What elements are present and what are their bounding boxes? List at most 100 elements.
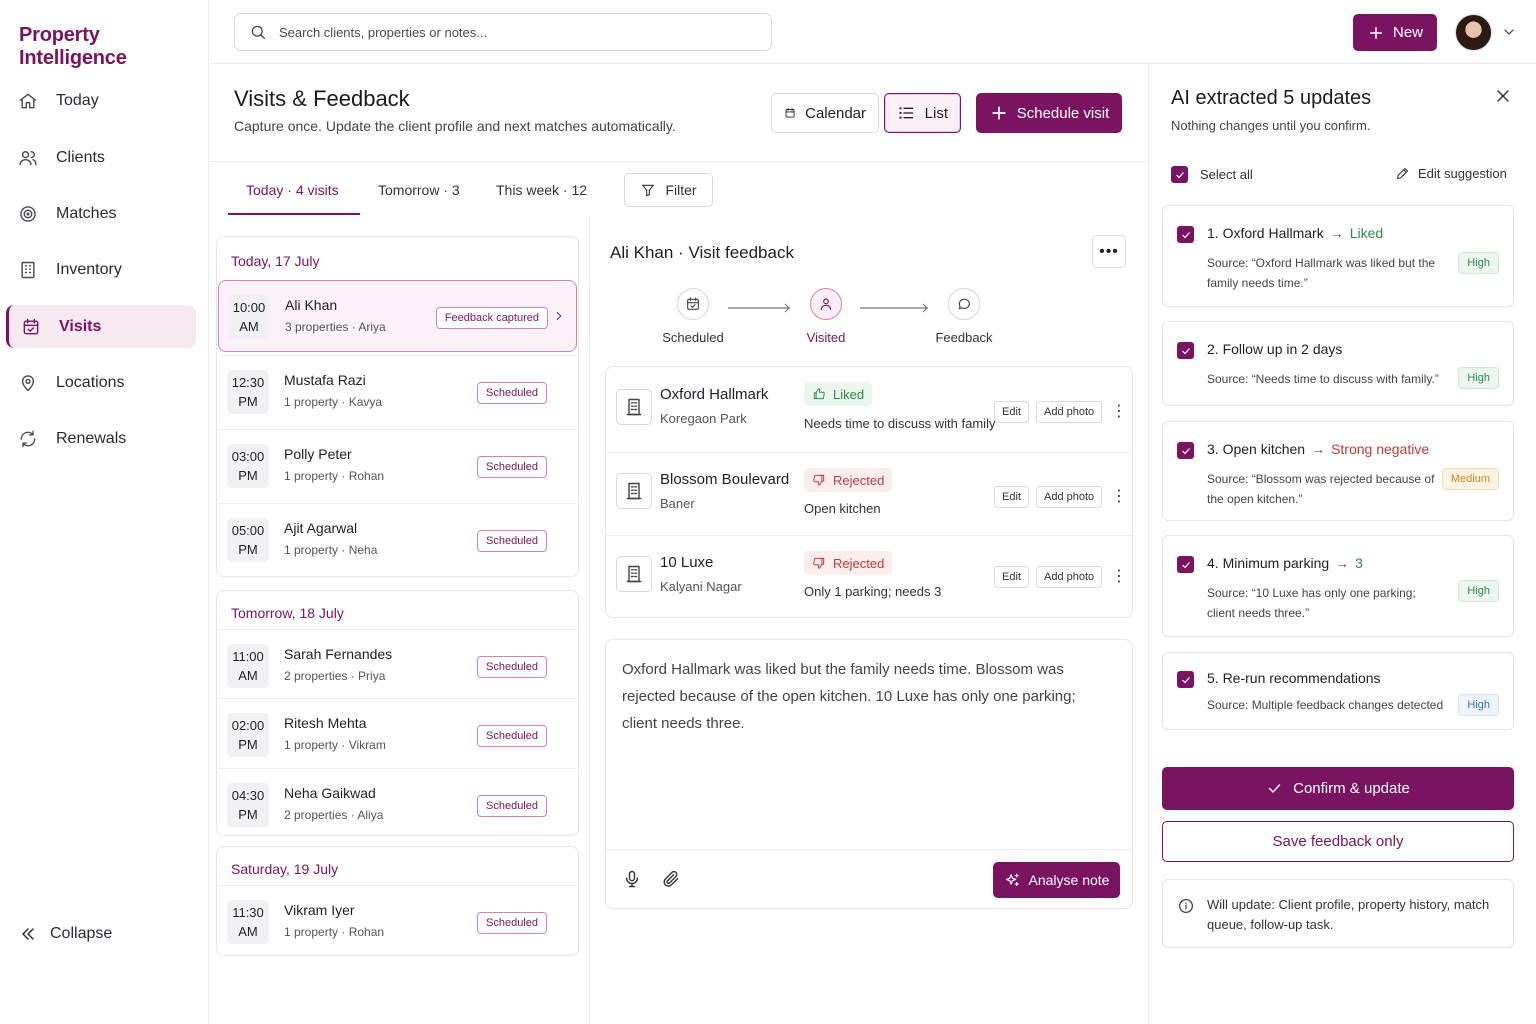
property-row: Blossom Boulevard Baner Rejected Open ki… <box>606 452 1132 535</box>
select-all-checkbox[interactable]: Select all <box>1171 166 1253 183</box>
save-feedback-only-button[interactable]: Save feedback only <box>1162 821 1514 862</box>
brand-logo[interactable]: Property Intelligence <box>19 24 127 69</box>
visit-group-tomorrow: Tomorrow, 18 July 11:00 AM Sarah Fernande… <box>216 590 579 836</box>
ai-updates-panel: AI extracted 5 updates Nothing changes u… <box>1148 64 1536 1024</box>
tab-today[interactable]: Today · 4 visits <box>246 182 339 198</box>
edit-button[interactable]: Edit <box>994 566 1029 588</box>
update-checkbox[interactable] <box>1177 556 1194 573</box>
calendar-view-button[interactable]: Calendar <box>771 93 879 133</box>
add-photo-button[interactable]: Add photo <box>1036 401 1103 423</box>
building-icon <box>616 389 652 425</box>
message-icon <box>958 298 970 310</box>
edit-suggestion-button[interactable]: Edit suggestion <box>1395 166 1507 181</box>
nav-item-matches[interactable]: Matches <box>6 192 196 235</box>
tab-tomorrow[interactable]: Tomorrow · 3 <box>378 182 460 198</box>
close-icon[interactable] <box>1493 86 1513 106</box>
update-title: 5. Re-run recommendations <box>1207 670 1381 686</box>
visit-row[interactable]: 04:30 PM Neha Gaikwad 2 properties · Aliy… <box>218 768 577 840</box>
panel-subtitle: Nothing changes until you confirm. <box>1171 118 1371 133</box>
collapse-button[interactable]: Collapse <box>18 924 112 944</box>
nav-item-locations[interactable]: Locations <box>6 361 196 404</box>
step-label: Feedback <box>935 330 993 345</box>
update-title: 1. Oxford Hallmark → Liked <box>1207 225 1384 241</box>
building-icon <box>616 556 652 592</box>
property-row: Oxford Hallmark Koregaon Park Liked Need… <box>606 367 1132 450</box>
chevron-down-icon[interactable] <box>1501 24 1517 40</box>
row-menu-icon[interactable]: ⋮ <box>1111 488 1127 505</box>
nav-item-inventory[interactable]: Inventory <box>6 248 196 291</box>
visit-row[interactable]: 05:00 PM Ajit Agarwal 1 property · Neha S… <box>218 503 577 575</box>
update-card: 1. Oxford Hallmark → Liked Source: “Oxford… <box>1162 205 1514 307</box>
update-checkbox[interactable] <box>1177 226 1194 243</box>
update-checkbox[interactable] <box>1177 671 1194 688</box>
nav-item-visits[interactable]: Visits <box>6 305 196 348</box>
tab-label: Today <box>246 182 284 198</box>
edit-button[interactable]: Edit <box>994 486 1029 508</box>
nav-item-clients[interactable]: Clients <box>6 136 196 179</box>
step-scheduled: Scheduled <box>653 288 733 345</box>
group-date: Tomorrow, 18 July <box>231 605 344 621</box>
status-badge: Feedback captured <box>435 307 548 329</box>
update-source: Source: “Blossom was rejected because of… <box>1207 472 1435 506</box>
visit-row[interactable]: 11:00 AM Sarah Fernandes 2 properties · P… <box>218 629 577 701</box>
select-all-label: Select all <box>1200 167 1253 182</box>
visit-meta: 1 property · Rohan <box>284 925 385 939</box>
visit-group-saturday: Saturday, 19 July 11:30 AM Vikram Iyer 1 … <box>216 846 579 956</box>
property-name: 10 Luxe <box>660 554 714 571</box>
update-title: 2. Follow up in 2 days <box>1207 341 1343 357</box>
nav-item-today[interactable]: Today <box>6 79 196 122</box>
analyse-note-button[interactable]: Analyse note <box>993 862 1120 898</box>
divider <box>606 849 1132 850</box>
paperclip-icon[interactable] <box>661 869 681 889</box>
row-menu-icon[interactable]: ⋮ <box>1111 568 1127 585</box>
update-card: 5. Re-run recommendations Source: Multip… <box>1162 652 1514 730</box>
chevrons-left-icon <box>22 928 34 940</box>
edit-button[interactable]: Edit <box>994 401 1029 423</box>
avatar[interactable] <box>1455 14 1492 51</box>
info-icon <box>1178 898 1194 914</box>
microphone-icon[interactable] <box>622 869 642 889</box>
visit-row[interactable]: 12:30 PM Mustafa Razi 1 property · Kavya … <box>218 355 577 427</box>
visit-row[interactable]: 03:00 PM Polly Peter 1 property · Rohan S… <box>218 429 577 501</box>
new-button[interactable]: New <box>1353 14 1437 51</box>
nav-item-renewals[interactable]: Renewals <box>6 417 196 460</box>
nav-label: Renewals <box>56 429 127 447</box>
property-name: Oxford Hallmark <box>660 386 769 403</box>
filter-button[interactable]: Filter <box>624 173 713 207</box>
filter-icon <box>642 184 655 197</box>
will-update-info: Will update: Client profile, property hi… <box>1162 879 1514 948</box>
feedback-note-text[interactable]: Oxford Hallmark was liked but the family… <box>622 661 1076 732</box>
client-name: Polly Peter <box>284 446 352 462</box>
priority-badge: High <box>1458 580 1499 602</box>
search-box[interactable] <box>234 13 772 51</box>
update-source: Source: Multiple feedback changes detect… <box>1207 698 1444 712</box>
update-source: Source: “Oxford Hallmark was liked but t… <box>1207 256 1436 290</box>
status-rejected: Rejected <box>804 468 893 492</box>
more-options-button[interactable]: ••• <box>1092 235 1126 268</box>
property-note: Needs time to discuss with family <box>804 416 996 431</box>
add-photo-button[interactable]: Add photo <box>1036 486 1103 508</box>
visit-row[interactable]: 11:30 AM Vikram Iyer 1 property · Rohan S… <box>218 885 577 957</box>
tab-this-week[interactable]: This week · 12 <box>496 182 588 198</box>
confirm-update-button[interactable]: Confirm & update <box>1162 767 1514 810</box>
checkbox-checked[interactable] <box>1171 166 1188 183</box>
list-view-button[interactable]: List <box>884 93 961 133</box>
step-visited: Visited <box>786 288 866 345</box>
top-bar: New <box>209 0 1536 64</box>
group-date: Today, 17 July <box>231 253 320 269</box>
page-subtitle: Capture once. Update the client profile … <box>234 118 676 134</box>
visit-row[interactable]: 10:00 AM Ali Khan 3 properties · Ariya Fe… <box>218 280 577 352</box>
visit-group-today: Today, 17 July 10:00 AM Ali Khan 3 proper… <box>216 236 579 577</box>
panel-title: AI extracted 5 updates <box>1171 87 1372 109</box>
status-badge: Scheduled <box>477 530 547 552</box>
search-input[interactable] <box>279 24 759 40</box>
update-checkbox[interactable] <box>1177 342 1194 359</box>
update-checkbox[interactable] <box>1177 442 1194 459</box>
schedule-visit-button[interactable]: Schedule visit <box>976 93 1122 133</box>
update-title: 3. Open kitchen → Strong negative <box>1207 441 1430 457</box>
property-area: Koregaon Park <box>660 411 747 426</box>
row-menu-icon[interactable]: ⋮ <box>1111 403 1127 420</box>
visit-row[interactable]: 02:00 PM Ritesh Mehta 1 property · Vikram… <box>218 698 577 770</box>
add-photo-button[interactable]: Add photo <box>1036 566 1103 588</box>
check-icon <box>1268 784 1281 793</box>
